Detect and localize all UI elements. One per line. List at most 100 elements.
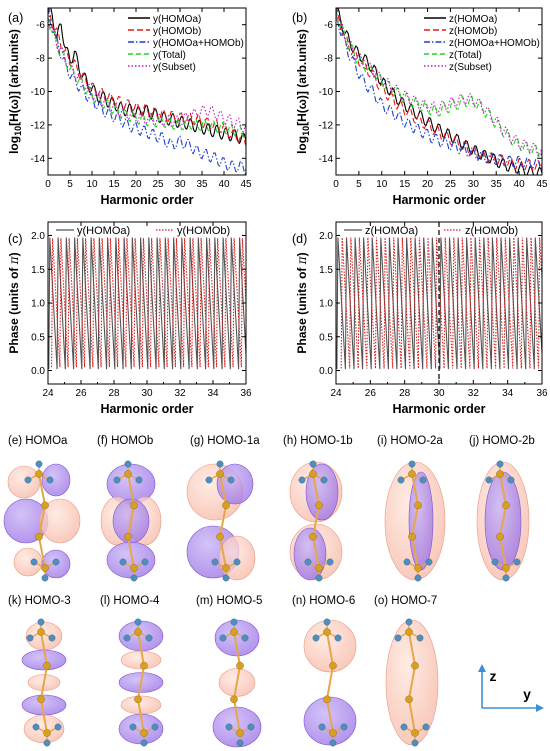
x-tick-label: 28 (108, 388, 120, 399)
bond (408, 631, 416, 666)
hydrogen-atom (113, 476, 121, 484)
carbon-atom (323, 628, 331, 636)
plot-area (48, 237, 246, 370)
hydrogen-atom (222, 574, 230, 582)
orbital-label: (m) HOMO-5 (196, 595, 262, 607)
x-tick-label: 26 (365, 388, 377, 399)
pink-lobe (7, 465, 41, 499)
hydrogen-atom (227, 476, 235, 484)
panel-tag: (c) (8, 232, 23, 246)
purple-lobe (212, 706, 262, 748)
carbon-atom (124, 470, 132, 478)
hydrogen-atom (141, 558, 149, 566)
panel-tag: (b) (292, 11, 307, 25)
hydrogen-atom (502, 574, 510, 582)
x-tick-label: 45 (536, 179, 548, 190)
y-tick-label: 0.0 (319, 366, 333, 377)
orbital-label: (f) HOMOb (97, 435, 153, 447)
x-tick-label: 34 (207, 388, 219, 399)
hydrogen-atom (414, 574, 422, 582)
y-tick-label: 1.5 (319, 265, 333, 276)
purple-lobe (408, 471, 434, 571)
hydrogen-atom (298, 476, 306, 484)
legend-label: y(HOMOa) (153, 14, 201, 25)
carbon-atom (236, 729, 244, 737)
hydrogen-atom (236, 739, 244, 747)
x-tick-label: 20 (130, 179, 142, 190)
y-tick-label: 1.5 (31, 265, 45, 276)
carbon-atom (140, 661, 148, 670)
bond (408, 699, 416, 734)
orbital-label: (l) HOMO-4 (100, 595, 160, 607)
x-axis-label: Harmonic order (100, 193, 193, 207)
hydrogen-atom (233, 558, 241, 566)
carbon-atom (130, 501, 138, 510)
bond (233, 699, 241, 734)
hydrogen-atom (48, 634, 56, 642)
bond (312, 505, 320, 537)
x-tick-label: 20 (422, 179, 434, 190)
carbon-atom (43, 729, 51, 737)
y-tick-label: -10 (31, 87, 46, 98)
y-tick-label: 0.5 (319, 332, 333, 343)
hydrogen-atom (400, 723, 408, 731)
orbital-label: (e) HOMOa (8, 435, 68, 447)
orbital-homo-7: (o) HOMO-7 (374, 595, 439, 747)
y-axis-label: y (523, 686, 531, 702)
carbon-atom (37, 628, 45, 636)
hydrogen-atom (323, 618, 331, 626)
z-arrowhead (478, 664, 486, 672)
y-tick-label: -8 (324, 54, 333, 65)
x-tick-label: 40 (218, 179, 230, 190)
carbon-atom (502, 564, 510, 572)
series-line-y-homob- (51, 238, 246, 368)
hydrogen-atom (320, 476, 328, 484)
purple-lobe (41, 463, 71, 497)
series-line-y-subset- (48, 20, 246, 133)
x-tick-label: 30 (141, 388, 153, 399)
x-tick-label: 25 (445, 179, 457, 190)
carbon-atom (43, 661, 51, 670)
x-tick-label: 5 (356, 179, 362, 190)
z-axis-label: z (490, 668, 497, 684)
orbital-homoa: (e) HOMOa (3, 435, 81, 582)
hydrogen-atom (134, 618, 142, 626)
bond (499, 536, 507, 569)
hydrogen-atom (54, 723, 62, 731)
y-tick-label: -12 (31, 120, 46, 131)
carbon-atom (134, 695, 142, 704)
bond (40, 665, 48, 700)
bond (233, 631, 241, 666)
plot-area (48, 8, 246, 175)
x-axis-label: Harmonic order (392, 193, 485, 207)
pink-lobe (39, 498, 81, 544)
orbital-homo-1a: (g) HOMO-1a (186, 435, 260, 582)
hydrogen-atom (326, 558, 334, 566)
orbital-label: (g) HOMO-1a (190, 435, 260, 447)
orbital-homo-4: (l) HOMO-4 (100, 595, 164, 747)
hydrogen-atom (419, 476, 427, 484)
y-axis-label: log10[H(ω)] (arb.units) (295, 29, 311, 154)
carbon-atom (222, 501, 230, 510)
hydrogen-atom (211, 558, 219, 566)
bond (137, 631, 145, 666)
plot-area (336, 237, 542, 370)
carbon-atom (315, 564, 323, 572)
hydrogen-atom (394, 634, 402, 642)
bond (326, 699, 334, 734)
legend-label: y(HOMOb) (177, 225, 230, 237)
x-axis-label: Harmonic order (100, 402, 193, 416)
hydrogen-atom (24, 476, 32, 484)
hydrogen-atom (485, 476, 493, 484)
bond (411, 536, 419, 569)
carbon-atom (309, 470, 317, 478)
panel-tag: (a) (8, 11, 23, 25)
hydrogen-atom (416, 634, 424, 642)
hydrogen-atom (408, 460, 416, 468)
x-tick-label: 0 (45, 179, 51, 190)
hydrogen-atom (119, 558, 127, 566)
orbital-homo-5: (m) HOMO-5 (196, 595, 262, 748)
x-tick-label: 36 (536, 388, 548, 399)
carbon-atom (37, 695, 45, 704)
